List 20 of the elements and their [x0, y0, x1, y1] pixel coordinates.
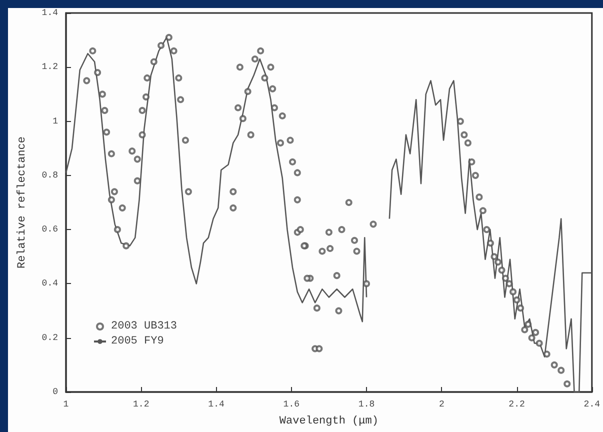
- x-tick-label: 1.8: [358, 400, 375, 410]
- y-tick-label: 0.2: [42, 332, 58, 343]
- x-tick-label: 2: [438, 400, 444, 410]
- x-axis-title: Wavelength (μm): [279, 416, 378, 428]
- y-axis-title: Relative reflectance: [16, 136, 28, 269]
- x-tick-label: 1.2: [133, 400, 150, 410]
- y-tick-label: 1: [52, 116, 58, 126]
- legend-label: 2005 FY9: [111, 336, 164, 348]
- x-tick-label: 2.4: [584, 400, 600, 410]
- x-tick-label: 2.2: [508, 400, 525, 410]
- y-tick-label: 1.4: [42, 8, 58, 18]
- y-tick-label: 0: [52, 387, 58, 397]
- x-tick-label: 1: [63, 400, 69, 410]
- y-tick-label: 1.2: [42, 62, 58, 72]
- y-tick-label: 0.4: [42, 278, 58, 289]
- x-tick-label: 1.6: [283, 400, 300, 410]
- y-tick-label: 0.6: [42, 224, 58, 235]
- x-tick-label: 1.4: [208, 400, 224, 410]
- legend-label: 2003 UB313: [111, 320, 178, 332]
- y-tick-label: 0.8: [42, 170, 58, 180]
